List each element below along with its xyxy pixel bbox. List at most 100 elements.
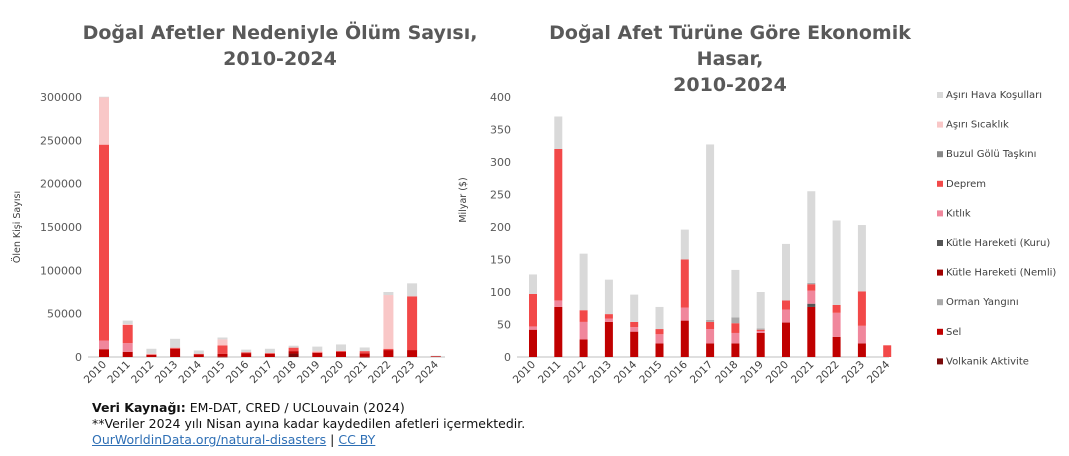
chart1-xtick-label: 2018 — [713, 359, 740, 386]
legend-swatch-glacier — [937, 151, 943, 158]
chart0-bar-quake-2018 — [288, 347, 299, 352]
chart0-bar-heat-2010 — [99, 97, 109, 145]
chart1-ytick-label: 0 — [504, 351, 511, 364]
chart0-bar-flood-2017 — [264, 353, 275, 357]
legend-swatch-flood — [937, 328, 943, 335]
license-link[interactable]: CC BY — [338, 432, 376, 447]
chart1-bar-weather-2020 — [782, 243, 790, 301]
legend-swatch-wildfire — [937, 299, 943, 306]
chart1-bar-drought-2018 — [731, 332, 740, 344]
chart0-ytick-label: 300000 — [40, 91, 82, 104]
chart1-bar-quake-2013 — [604, 314, 613, 319]
chart1-bar-weather-2019 — [756, 292, 765, 329]
chart1-xtick-label: 2010 — [511, 359, 538, 386]
chart0-bar-flood-2016 — [241, 353, 252, 357]
chart1-xtick-label: 2017 — [688, 359, 715, 386]
chart1-bar-flood-2017 — [706, 343, 715, 357]
chart0-bar-heat-2015 — [217, 339, 228, 346]
legend-swatch-heat — [937, 121, 943, 128]
footer-links: OurWorldinData.org/natural-disasters | C… — [92, 432, 375, 447]
legend-label-dry: Kütle Hareketi (Kuru) — [946, 238, 1050, 249]
chart1-bar-weather-2017 — [706, 144, 715, 320]
chart1-bar-weather-2010 — [529, 274, 537, 294]
chart1-xtick-label: 2014 — [612, 358, 640, 386]
chart1-bar-weather-2013 — [604, 279, 613, 315]
owid-link[interactable]: OurWorldinData.org/natural-disasters — [92, 432, 327, 447]
chart0-bar-flood-2015 — [217, 353, 228, 357]
chart0-bar-weather-2015 — [217, 337, 228, 340]
chart1-bar-weather-2011 — [554, 116, 563, 149]
chart1-bar-flood-2020 — [782, 322, 790, 357]
chart0-xtick-label: 2024 — [414, 358, 442, 386]
chart1-xtick-label: 2020 — [764, 359, 791, 386]
chart0-bar-weather-2012 — [146, 348, 157, 354]
legend-swatch-dry — [937, 240, 943, 246]
chart1-xtick-label: 2012 — [561, 359, 588, 386]
chart0-bar-weather-2011 — [122, 320, 133, 325]
chart0-ylabel: Ölen Kişi Sayısı — [12, 191, 23, 263]
chart1-bar-quake-2022 — [832, 305, 841, 313]
chart0-bar-quake-2013 — [170, 347, 181, 349]
chart0-bar-volcano-2018 — [288, 353, 299, 357]
chart1-xtick-label: 2013 — [587, 359, 614, 386]
chart0-bar-weather-2022 — [383, 292, 394, 296]
chart1-ytick-label: 350 — [490, 124, 511, 137]
left-chart-title: Doğal Afetler Nedeniyle Ölüm Sayısı, 201… — [60, 20, 500, 72]
chart0-xtick-label: 2015 — [200, 359, 227, 386]
footer-note: **Veriler 2024 yılı Nisan ayına kadar ka… — [92, 416, 526, 431]
chart1-bar-flood-2023 — [857, 343, 866, 357]
chart0-bar-weather-2023 — [407, 283, 418, 297]
chart0-bar-weather-2010 — [99, 96, 109, 98]
chart0-bar-weather-2018 — [288, 345, 299, 348]
right-chart-title-line1: Doğal Afet Türüne Göre Ekonomik Hasar, — [549, 22, 911, 70]
chart1-bar-flood-2019 — [756, 332, 765, 357]
chart0-xtick-label: 2010 — [82, 359, 109, 386]
chart0-bar-weather-2013 — [170, 338, 181, 348]
left-chart-title-line1: Doğal Afetler Nedeniyle Ölüm Sayısı, — [82, 22, 478, 44]
chart1-bar-flood-2010 — [529, 329, 537, 357]
chart0-bar-flood-2020 — [336, 351, 346, 357]
chart1-bar-weather-2012 — [579, 253, 588, 311]
chart1-bar-wildfire-2018 — [731, 317, 740, 324]
chart1-ytick-label: 200 — [490, 221, 511, 234]
chart0-ytick-label: 150000 — [40, 221, 82, 234]
chart0-xtick-label: 2022 — [366, 359, 393, 386]
chart0-bar-volcano-2021 — [359, 356, 370, 358]
chart0-bar-heat-2019 — [312, 350, 323, 353]
chart0-xtick-label: 2021 — [342, 359, 369, 386]
chart0-bar-flood-2018 — [288, 351, 299, 354]
chart1-bar-quake-2024 — [883, 345, 892, 357]
chart1-xtick-label: 2015 — [637, 359, 664, 386]
legend-label-wildfire: Orman Yangını — [946, 297, 1019, 308]
chart1-bar-drought-2023 — [857, 325, 866, 344]
chart0-bar-weather-2016 — [241, 349, 252, 353]
legend-swatch-weather — [937, 92, 943, 98]
chart1-xtick-label: 2011 — [536, 359, 563, 386]
chart0-bar-drought-2010 — [99, 340, 109, 350]
chart1-xtick-label: 2023 — [840, 359, 867, 386]
chart1-bar-flood-2011 — [554, 306, 563, 357]
chart0-ytick-label: 0 — [75, 351, 82, 364]
chart1-ytick-label: 250 — [490, 189, 511, 202]
chart1-bar-weather-2016 — [680, 229, 689, 260]
chart1-ytick-label: 400 — [490, 91, 511, 104]
chart0-xtick-label: 2018 — [271, 359, 298, 386]
chart0-bar-weather-2021 — [359, 347, 370, 352]
chart0-xtick-label: 2013 — [153, 359, 180, 386]
legend-label-heat: Aşırı Sıcaklık — [946, 120, 1009, 131]
legend-swatch-quake — [937, 180, 943, 187]
chart0-bar-flood-2024 — [430, 356, 441, 357]
chart1-bar-drought-2013 — [604, 318, 613, 322]
footer-source: Veri Kaynağı: EM-DAT, CRED / UCLouvain (… — [92, 400, 405, 415]
chart1-bar-weather-2014 — [630, 294, 639, 322]
chart0-bar-quake-2021 — [359, 351, 370, 354]
chart1-ylabel: Milyar ($) — [458, 177, 469, 222]
legend-label-wet: Kütle Hareketi (Nemli) — [946, 268, 1056, 279]
legend-label-quake: Deprem — [946, 179, 986, 190]
chart1-bar-quake-2012 — [579, 310, 588, 322]
chart1-bar-quake-2020 — [782, 300, 790, 310]
chart1-bar-quake-2017 — [706, 321, 715, 330]
chart1-bar-flood-2016 — [680, 320, 689, 357]
chart0-bar-flood-2022 — [383, 350, 394, 357]
legend-swatch-drought — [937, 210, 943, 217]
